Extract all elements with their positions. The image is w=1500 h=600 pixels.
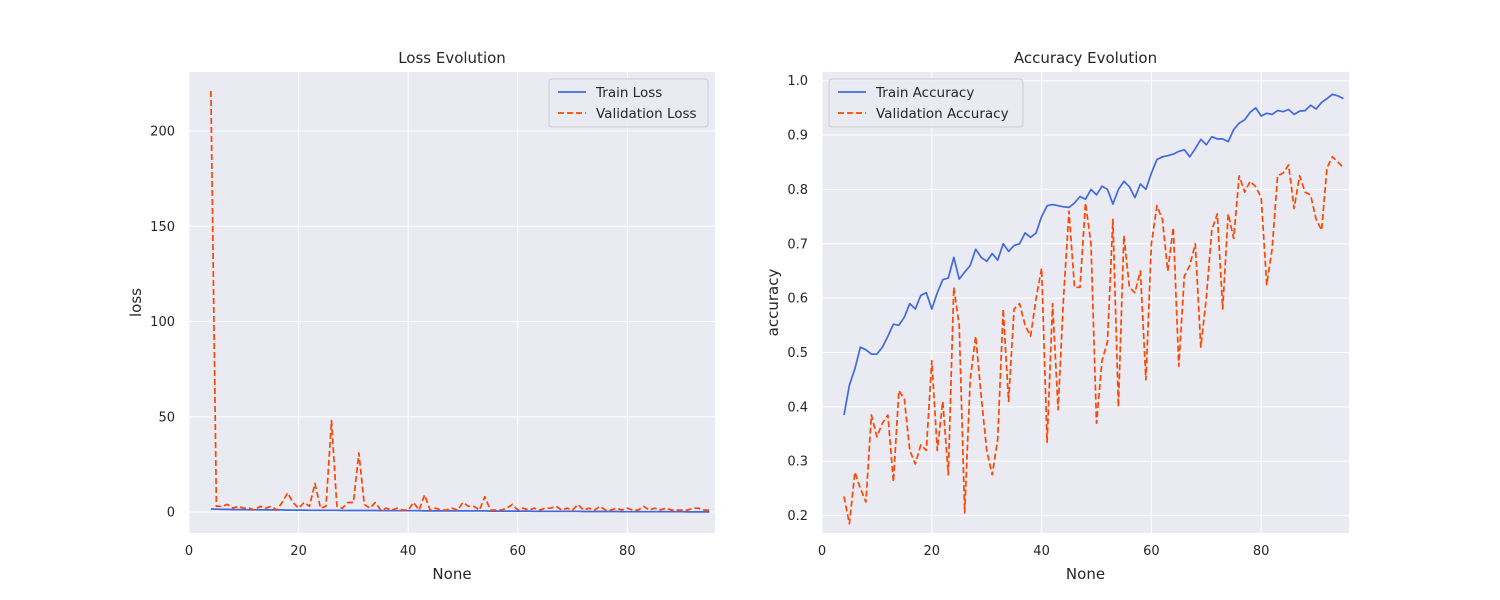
y-tick-label: 50 [158, 410, 175, 425]
tick-labels: 0 20 40 60 80 0.2 0.3 0.4 0.5 0.6 0.7 0.8 0.9 1.0 [787, 74, 1269, 559]
x-tick-label: 60 [1143, 544, 1160, 559]
y-tick-label: 0.3 [787, 455, 808, 470]
legend-label: Validation Loss [596, 106, 697, 122]
y-axis-label: loss [127, 288, 145, 317]
x-tick-label: 40 [1033, 544, 1050, 559]
x-tick-label: 20 [290, 544, 307, 559]
x-tick-label: 20 [924, 544, 941, 559]
tick-labels: 0 20 40 60 80 0 50 100 150 200 [150, 125, 635, 559]
x-tick-label: 0 [818, 544, 826, 559]
grid-lines [821, 72, 1349, 533]
plot-area [822, 72, 1349, 533]
chart-title: Accuracy Evolution [1014, 49, 1157, 67]
series-layer [843, 93, 1345, 525]
y-tick-label: 1.0 [787, 74, 808, 89]
y-tick-label: 0.6 [787, 292, 808, 307]
series-layer [210, 90, 710, 513]
y-tick-label: 200 [150, 125, 175, 140]
y-tick-label: 100 [150, 315, 175, 330]
x-axis-label: None [1066, 565, 1105, 583]
legend-label: Train Accuracy [875, 85, 974, 101]
legend-label: Validation Accuracy [876, 106, 1009, 122]
x-tick-label: 80 [619, 544, 636, 559]
x-tick-label: 40 [400, 544, 417, 559]
y-tick-label: 0.4 [787, 400, 808, 415]
x-tick-label: 60 [509, 544, 526, 559]
y-tick-label: 0.8 [787, 183, 808, 198]
legend-box [828, 78, 1024, 128]
plot-area [189, 72, 715, 533]
x-tick-label: 0 [185, 544, 193, 559]
accuracy-chart: 0 20 40 60 80 0.2 0.3 0.4 0.5 0.6 0.7 0.8 0.9 1.0 Acc… [764, 49, 1349, 583]
y-tick-label: 150 [150, 220, 175, 235]
legend: Train Loss Validation Loss [548, 78, 709, 128]
y-tick-label: 0.2 [787, 509, 808, 524]
x-axis-label: None [432, 565, 471, 583]
series-line-train [843, 93, 1344, 416]
legend-label: Train Loss [595, 85, 662, 101]
series-line-train [210, 508, 710, 513]
y-tick-label: 0.5 [787, 346, 808, 361]
grid-lines [188, 72, 715, 533]
legend: Train Accuracy Validation Accuracy [828, 78, 1024, 128]
series-line-validation [210, 90, 710, 511]
series-line-validation [843, 155, 1345, 525]
loss-chart: 0 20 40 60 80 0 50 100 150 200 Loss Evolution Non… [127, 49, 715, 583]
y-tick-label: 0.7 [787, 237, 808, 252]
legend-box [548, 78, 709, 128]
chart-title: Loss Evolution [398, 49, 506, 67]
y-tick-label: 0 [167, 506, 175, 521]
y-tick-label: 0.9 [787, 129, 808, 144]
x-tick-label: 80 [1253, 544, 1270, 559]
y-axis-label: accuracy [764, 269, 782, 337]
